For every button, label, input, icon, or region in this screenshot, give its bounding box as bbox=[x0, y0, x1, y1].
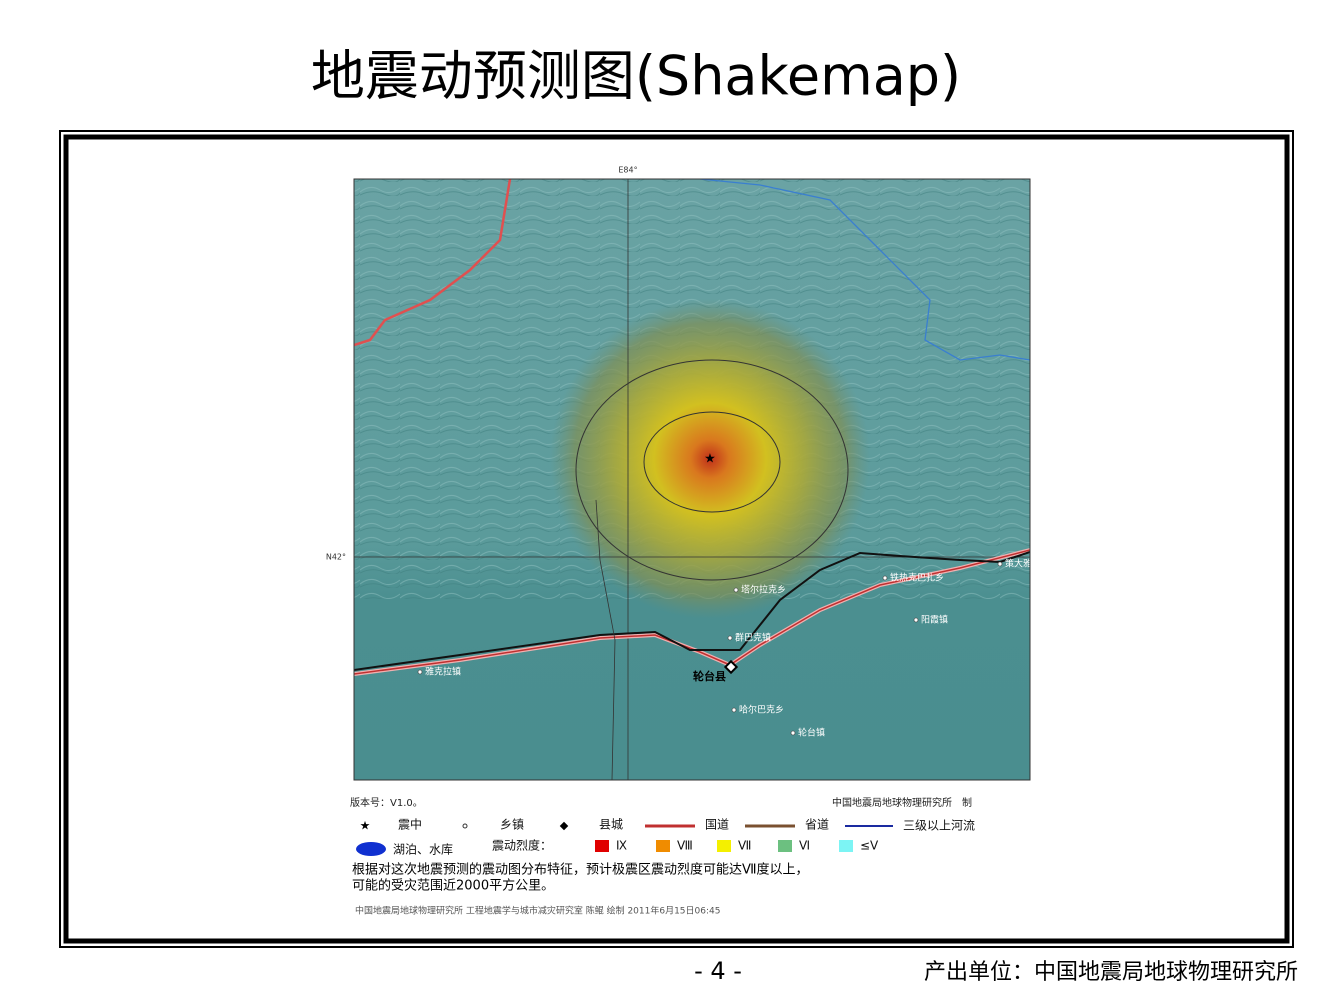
epicenter-mark: ★ bbox=[704, 452, 716, 467]
legend-label: 乡镇 bbox=[500, 818, 524, 832]
legend-symbol bbox=[462, 823, 468, 829]
note-line: 可能的受灾范围近2000平方公里。 bbox=[352, 878, 554, 894]
shake-area bbox=[550, 299, 870, 619]
legend-label: Ⅶ bbox=[738, 839, 751, 853]
legend-label: 县城 bbox=[599, 818, 623, 832]
legend-label: 三级以上河流 bbox=[903, 819, 975, 833]
legend-symbol: ★ bbox=[360, 819, 371, 833]
legend-label: Ⅷ bbox=[677, 839, 693, 853]
legend-swatch bbox=[778, 840, 792, 852]
frame-inner bbox=[63, 134, 1290, 944]
legend-swatch bbox=[717, 840, 731, 852]
footer-source: 产出单位：中国地震局地球物理研究所 bbox=[924, 960, 1298, 985]
legend-label: 震动烈度： bbox=[492, 838, 552, 853]
lat-label: N42° bbox=[326, 553, 346, 562]
town-marks bbox=[417, 561, 1003, 736]
map: ★ 塔尔拉克乡 群巴克镇 轮台县 哈尔巴克乡 轮台镇 雅克拉镇 铁热克巴扎乡 阳… bbox=[354, 179, 1032, 780]
legend-label: 国道 bbox=[705, 818, 729, 832]
legend-label: 省道 bbox=[805, 818, 829, 832]
place-label: 铁热克巴扎乡 bbox=[890, 572, 944, 584]
contour bbox=[643, 411, 781, 513]
county-label: 轮台县 bbox=[693, 669, 726, 683]
lon-label: E84° bbox=[618, 166, 637, 175]
slide-title: 地震动预测图(Shakemap) bbox=[311, 45, 961, 108]
legend-swatch bbox=[839, 840, 853, 852]
place-label: 策大雅 bbox=[1005, 558, 1032, 570]
page-number: - 4 - bbox=[694, 957, 742, 985]
place-label: 轮台镇 bbox=[798, 727, 825, 739]
place-label: 雅克拉镇 bbox=[425, 666, 461, 678]
legend-label: 湖泊、水库 bbox=[393, 842, 453, 857]
boundary bbox=[354, 179, 512, 347]
note-line: 根据对这次地震预测的震动图分布特征，预计极震区震动烈度可能达Ⅶ度以上， bbox=[352, 862, 809, 878]
credit: 中国地震局地球物理研究所 工程地震学与城市减灾研究室 陈鲲 绘制 2011年6月… bbox=[355, 905, 720, 917]
legend-label: 震中 bbox=[398, 817, 422, 832]
legend-label: Ⅵ bbox=[799, 839, 810, 853]
producer: 中国地震局地球物理研究所 制 bbox=[832, 796, 972, 809]
legend: ★ 震中 乡镇 县城 国道 省道 三级以上河流 湖泊、水库 震动烈度： Ⅸ Ⅷ … bbox=[356, 817, 975, 857]
legend-label: ≤Ⅴ bbox=[860, 839, 879, 853]
railway bbox=[354, 551, 1030, 671]
county-mark bbox=[723, 659, 739, 675]
place-label: 塔尔拉克乡 bbox=[741, 584, 786, 596]
contour bbox=[575, 359, 849, 581]
place-label: 哈尔巴克乡 bbox=[739, 704, 784, 716]
legend-symbol bbox=[356, 842, 386, 856]
county-boundary bbox=[595, 499, 616, 780]
version: 版本号：V1.0。 bbox=[350, 796, 423, 809]
place-label: 阳霞镇 bbox=[921, 614, 948, 626]
legend-symbol bbox=[559, 821, 569, 831]
map-border bbox=[353, 178, 1031, 781]
river bbox=[699, 179, 1030, 361]
legend-label: Ⅸ bbox=[616, 839, 627, 853]
legend-swatch bbox=[595, 840, 609, 852]
legend-swatch bbox=[656, 840, 670, 852]
place-label: 群巴克镇 bbox=[735, 632, 771, 644]
